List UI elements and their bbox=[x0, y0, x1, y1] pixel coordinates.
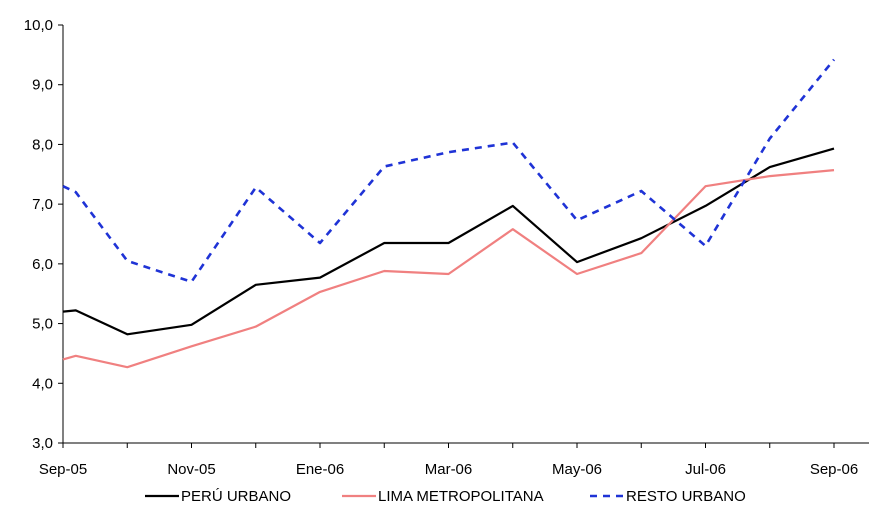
y-tick-label: 3,0 bbox=[32, 435, 53, 452]
x-tick-label: Mar-06 bbox=[425, 461, 473, 478]
y-tick-label: 6,0 bbox=[32, 256, 53, 273]
legend-label-3: RESTO URBANO bbox=[626, 488, 746, 505]
x-tick-label: Sep-05 bbox=[39, 461, 87, 478]
legend-label-1: PERÚ URBANO bbox=[181, 488, 291, 505]
y-tick-label: 10,0 bbox=[24, 17, 53, 34]
axes: 3,0 4,0 5,0 6,0 7,0 8,0 9,0 10,0 Sep-05 Nov-05 Ene… bbox=[24, 17, 869, 478]
legend: PERÚ URBANO LIMA METROPOLITANA RESTO URBAN… bbox=[145, 488, 746, 505]
series-line-3 bbox=[62, 58, 836, 284]
x-tick-label: Jul-06 bbox=[685, 461, 726, 478]
x-tick-label: Sep-06 bbox=[810, 461, 858, 478]
y-tick-label: 5,0 bbox=[32, 316, 53, 333]
y-tick-label: 4,0 bbox=[32, 375, 53, 392]
series-line-1 bbox=[62, 147, 835, 336]
x-tick-label: Ene-06 bbox=[296, 461, 344, 478]
y-tick-label: 9,0 bbox=[32, 77, 53, 94]
y-tick-label: 8,0 bbox=[32, 136, 53, 153]
x-tick-label: May-06 bbox=[552, 461, 602, 478]
y-tick-label: 7,0 bbox=[32, 196, 53, 213]
x-tick-label: Nov-05 bbox=[167, 461, 215, 478]
series-line-2 bbox=[62, 169, 835, 369]
series-layer bbox=[62, 58, 836, 369]
legend-label-2: LIMA METROPOLITANA bbox=[378, 488, 544, 505]
